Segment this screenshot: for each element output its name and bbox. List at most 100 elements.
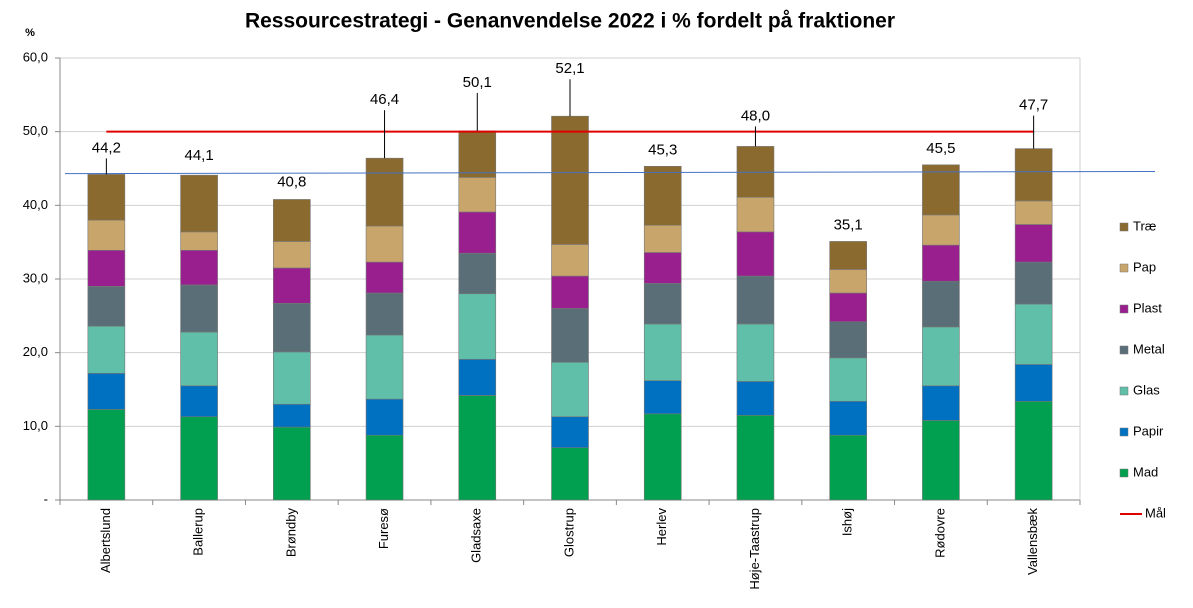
bar-segment	[643, 252, 682, 284]
total-label: 44,1	[184, 147, 213, 164]
bar-segment	[736, 381, 775, 416]
bar-segment	[1014, 400, 1053, 501]
bar-segment	[551, 115, 589, 245]
bar-segment	[87, 219, 126, 251]
bar-segment	[643, 165, 682, 226]
bar-segment	[829, 321, 867, 359]
bar-segment	[87, 286, 126, 327]
bar-segment	[1014, 200, 1053, 225]
bar-segment	[365, 334, 404, 400]
y-tick-label: 50,0	[23, 123, 48, 138]
legend-swatch	[1119, 468, 1129, 478]
legend-swatch	[1119, 263, 1129, 273]
bar-segment	[458, 395, 497, 501]
bar-segment	[87, 174, 126, 221]
bar-segment	[273, 351, 311, 405]
bar-segment	[1014, 224, 1053, 263]
legend-label: Mad	[1133, 464, 1158, 479]
bar-segment	[180, 416, 218, 501]
bar-segment	[1014, 364, 1053, 402]
y-tick-label: -	[44, 491, 48, 506]
bar-segment	[1014, 261, 1053, 305]
bar-segment	[551, 416, 589, 448]
bar-segment	[365, 225, 404, 263]
bar-segment	[365, 398, 404, 436]
bar-segment	[273, 303, 311, 353]
legend-swatch	[1119, 345, 1129, 355]
bar-segment	[365, 261, 404, 294]
legend-label: Metal	[1133, 341, 1165, 356]
bar-segment	[922, 164, 960, 216]
bar-segment	[273, 267, 311, 304]
x-tick-label: Albertslund	[98, 508, 113, 573]
bar-segment	[643, 323, 682, 381]
bar-segment	[829, 400, 867, 436]
total-label: 47,7	[1019, 97, 1048, 114]
bar-segment	[273, 403, 311, 428]
y-tick-label: 30,0	[23, 270, 48, 285]
chart-title: Ressourcestrategi - Genanvendelse 2022 i…	[245, 10, 895, 33]
bar-segment	[643, 413, 682, 501]
bar-segment	[922, 385, 960, 421]
bar-segment	[180, 249, 218, 286]
bar-segment	[365, 292, 404, 336]
bar-segment	[273, 241, 311, 269]
bar-segment	[87, 249, 126, 287]
total-label: 35,1	[834, 216, 863, 233]
x-tick-label: Glostrup	[561, 508, 576, 557]
legend-label: Glas	[1133, 382, 1160, 397]
x-tick-label: Gladsaxe	[469, 508, 484, 563]
bar-segment	[736, 323, 775, 382]
legend-swatch	[1119, 427, 1129, 437]
legend-label: Plast	[1133, 300, 1162, 315]
y-axis-label: %	[25, 27, 35, 39]
bar-segment	[736, 275, 775, 325]
bar-segment	[273, 426, 311, 501]
total-label: 45,5	[926, 140, 955, 157]
bar-segment	[829, 434, 867, 501]
bar-segment	[458, 358, 497, 396]
bar-segment	[87, 325, 126, 374]
bar-segment	[180, 231, 218, 251]
bar-segment	[922, 326, 960, 387]
total-label: 46,4	[370, 91, 399, 108]
bar-segment	[273, 199, 311, 242]
bar-segment	[458, 252, 497, 295]
bar-segment	[551, 308, 589, 363]
bar-segment	[643, 283, 682, 325]
x-tick-label: Herlev	[654, 508, 669, 546]
bar-segment	[180, 174, 218, 233]
total-label: 50,1	[463, 74, 492, 91]
total-label: 52,1	[555, 60, 584, 77]
bar-segment	[922, 214, 960, 246]
bar-segment	[643, 380, 682, 415]
bar-segment	[922, 420, 960, 501]
bar-segment	[736, 231, 775, 277]
bar-segment	[1014, 303, 1053, 365]
bar-segment	[829, 357, 867, 402]
bar-segment	[551, 361, 589, 418]
bar-segment	[180, 284, 218, 333]
bar-segment	[829, 269, 867, 294]
bar-segment	[736, 414, 775, 501]
total-label: 40,8	[277, 173, 306, 190]
legend-label: Pap	[1133, 259, 1156, 274]
bar-segment	[180, 385, 218, 418]
bar-segment	[87, 372, 126, 410]
bar-segment	[551, 447, 589, 501]
x-tick-label: Vallensbæk	[1025, 508, 1040, 575]
x-tick-label: Ishøj	[840, 508, 855, 536]
bar-segment	[922, 280, 960, 328]
total-label: 48,0	[741, 107, 770, 124]
bar-segment	[643, 224, 682, 253]
total-label: 44,2	[92, 139, 121, 156]
x-tick-label: Ballerup	[191, 508, 206, 556]
bar-segment	[829, 292, 867, 323]
legend-label: Papir	[1133, 423, 1164, 438]
x-tick-label: Rødovre	[932, 508, 947, 558]
bar-segment	[458, 211, 497, 254]
total-label: 45,3	[648, 141, 677, 158]
bar-segment	[365, 434, 404, 501]
bar-segment	[551, 275, 589, 309]
